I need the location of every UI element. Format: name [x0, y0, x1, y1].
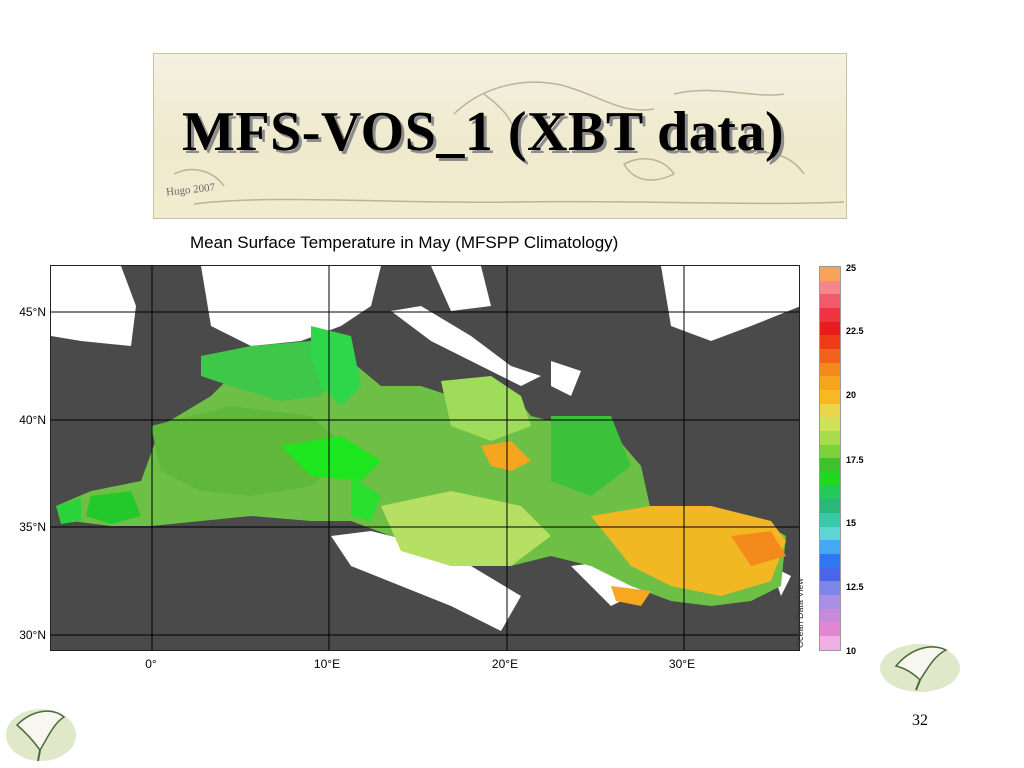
colorbar-cell — [820, 417, 840, 432]
colorbar-tick-17-5: 17.5 — [846, 455, 864, 465]
seagull-logo-icon — [880, 644, 960, 692]
colorbar-cell — [820, 540, 840, 555]
lon-label-10e: 10°E — [313, 657, 341, 671]
colorbar-cell — [820, 499, 840, 514]
lat-label-35n: 35°N — [19, 520, 46, 534]
colorbar-cell — [820, 267, 840, 281]
sea-surface-field — [56, 326, 786, 606]
colorbar-cell — [820, 294, 840, 309]
temperature-map — [50, 265, 800, 651]
colorbar-cell — [820, 526, 840, 541]
ocean-data-view-credit: Ocean Data View — [795, 578, 805, 648]
lon-label-30e: 30°E — [668, 657, 696, 671]
slide-title: MFS-VOS_1 (XBT data) — [182, 101, 785, 163]
lon-label-20e: 20°E — [491, 657, 519, 671]
colorbar-cell — [820, 554, 840, 568]
colorbar-cell — [820, 321, 840, 336]
map-title: Mean Surface Temperature in May (MFSPP C… — [190, 233, 619, 252]
seagull-logo-icon — [6, 709, 76, 762]
colorbar-cell — [820, 458, 840, 473]
colorbar-cell — [820, 362, 840, 377]
colorbar-cell — [820, 581, 840, 596]
colorbar-tick-22-5: 22.5 — [846, 326, 864, 336]
colorbar-cell — [820, 431, 840, 445]
lat-label-40n: 40°N — [19, 413, 46, 427]
lat-label-30n: 30°N — [19, 628, 46, 642]
colorbar-cell — [820, 595, 840, 609]
seagull-sketch-illustration — [173, 81, 845, 205]
lat-label-45n: 45°N — [19, 305, 46, 319]
colorbar-cell — [820, 472, 840, 486]
colorbar-tick-15: 15 — [846, 518, 857, 528]
colorbar-cell — [820, 349, 840, 363]
title-banner: MFS-VOS_1 (XBT data) Hugo 2007 — [153, 53, 847, 219]
colorbar-cell — [820, 280, 840, 295]
colorbar-cell — [820, 376, 840, 391]
colorbar-cell — [820, 308, 840, 322]
colorbar-tick-25: 25 — [846, 263, 857, 273]
colorbar-cell — [820, 403, 840, 418]
colorbar-cell — [820, 567, 840, 582]
colorbar-cell — [820, 513, 840, 527]
nodata-areas — [51, 266, 799, 631]
colorbar-cell — [820, 444, 840, 459]
colorbar-cell — [820, 485, 840, 500]
colorbar-cell — [820, 636, 840, 650]
temperature-colorbar — [819, 266, 841, 651]
colorbar-tick-20: 20 — [846, 390, 857, 400]
colorbar-cell — [820, 608, 840, 623]
map-canvas — [51, 266, 799, 650]
colorbar-tick-10: 10 — [846, 646, 857, 656]
page-number: 32 — [912, 712, 928, 729]
lon-label-0: 0° — [145, 657, 157, 671]
graticule — [51, 266, 799, 650]
colorbar-tick-12-5: 12.5 — [846, 582, 864, 592]
colorbar-cell — [820, 622, 840, 637]
colorbar-cell — [820, 390, 840, 404]
colorbar-cell — [820, 335, 840, 350]
